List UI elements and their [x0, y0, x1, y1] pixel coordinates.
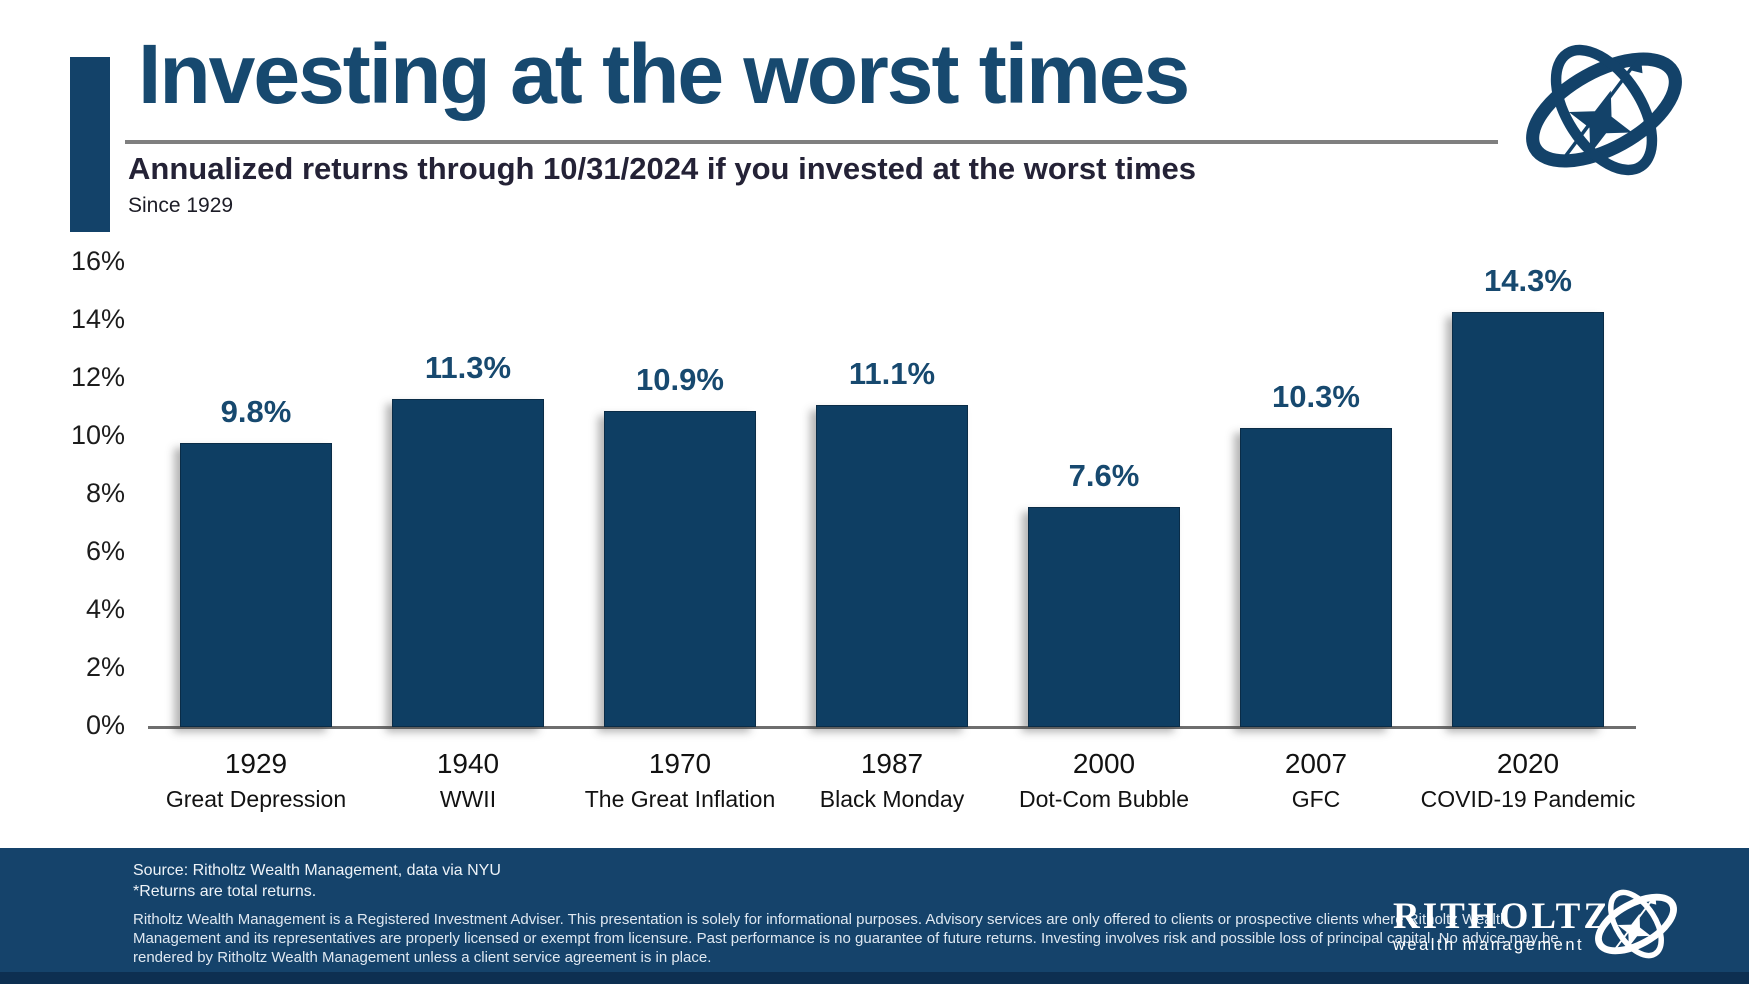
x-axis-event-label: Great Depression: [165, 786, 347, 812]
x-axis-year-label: 1929: [224, 748, 288, 779]
y-axis-tick-label: 0%: [85, 710, 125, 740]
source-note: Source: Ritholtz Wealth Management, data…: [133, 862, 501, 879]
x-axis-year-label: 2007: [1284, 748, 1348, 779]
title-divider: [125, 140, 1498, 144]
bar-value-label: 9.8%: [220, 393, 292, 429]
bar-1970: [604, 410, 756, 727]
y-axis-tick-label: 10%: [70, 420, 125, 450]
bar-value-label: 11.3%: [424, 350, 512, 386]
bar-value-label: 14.3%: [1484, 263, 1572, 299]
bar-1987: [816, 405, 968, 727]
x-axis-event-label: WWII: [439, 786, 497, 812]
x-axis-event-label: Dot-Com Bubble: [1018, 786, 1190, 812]
bar-value-label: 10.9%: [636, 361, 724, 397]
y-axis-tick-label: 2%: [85, 652, 125, 682]
gyroscope-logo-icon: [1526, 44, 1682, 176]
y-axis-tick-label: 8%: [85, 478, 125, 508]
chart-subtitle: Annualized returns through 10/31/2024 if…: [128, 151, 1197, 186]
y-axis-tick-label: 12%: [70, 362, 125, 392]
bar-2000: [1028, 506, 1180, 727]
x-axis-year-label: 1987: [860, 748, 924, 779]
footer-brand: RITHOLTZ wealth management: [1393, 889, 1723, 959]
bar-1929: [180, 442, 332, 727]
disclaimer-text: Ritholtz Wealth Management is a Register…: [133, 911, 1559, 966]
x-axis-year-label: 2020: [1496, 748, 1560, 779]
x-axis-event-label: GFC: [1291, 786, 1341, 812]
gyroscope-logo-small-icon: [1595, 889, 1677, 959]
x-axis-event-label: Black Monday: [819, 786, 965, 812]
chart-subnote: Since 1929: [128, 194, 234, 217]
brand-subtitle: wealth management: [1393, 936, 1585, 954]
y-axis-tick-label: 16%: [70, 246, 125, 276]
x-axis-year-label: 1940: [436, 748, 500, 779]
title-accent-bar: [70, 57, 110, 232]
y-axis-tick-label: 6%: [85, 536, 125, 566]
x-axis-year-label: 2000: [1072, 748, 1136, 779]
x-axis-year-label: 1970: [648, 748, 712, 779]
y-axis-tick-label: 4%: [85, 594, 125, 624]
page-title: Investing at the worst times: [138, 27, 1190, 121]
returns-note: *Returns are total returns.: [133, 883, 317, 900]
x-axis-line: [148, 726, 1636, 729]
bar-value-label: 11.1%: [848, 356, 936, 392]
brand-name: RITHOLTZ: [1393, 896, 1611, 937]
bar-value-label: 7.6%: [1068, 457, 1140, 493]
footer-band: Source: Ritholtz Wealth Management, data…: [0, 848, 1749, 972]
bar-value-label: 10.3%: [1272, 379, 1360, 415]
bar-1940: [392, 399, 544, 727]
x-axis-event-label: COVID-19 Pandemic: [1420, 786, 1636, 812]
y-axis-tick-label: 14%: [70, 304, 125, 334]
x-axis-event-label: The Great Inflation: [584, 786, 776, 812]
bar-2007: [1240, 428, 1392, 727]
footer-bottom-stripe: [0, 972, 1749, 984]
bar-2020: [1452, 312, 1604, 727]
